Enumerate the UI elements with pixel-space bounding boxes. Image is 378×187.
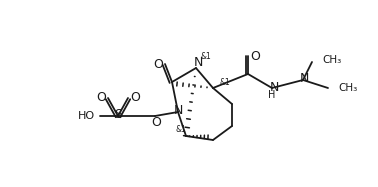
Text: S: S [114,108,122,120]
Text: &1: &1 [201,51,211,61]
Text: HO: HO [77,111,94,121]
Text: CH₃: CH₃ [338,83,357,93]
Text: O: O [153,57,163,70]
Text: CH₃: CH₃ [322,55,341,65]
Text: O: O [96,91,106,103]
Text: O: O [151,117,161,130]
Text: N: N [173,103,183,117]
Text: O: O [250,50,260,62]
Text: &1: &1 [220,77,230,87]
Text: H: H [268,90,276,100]
Text: &1: &1 [176,125,186,134]
Text: N: N [269,80,279,94]
Text: N: N [299,71,309,85]
Text: O: O [130,91,140,103]
Text: N: N [193,56,203,68]
